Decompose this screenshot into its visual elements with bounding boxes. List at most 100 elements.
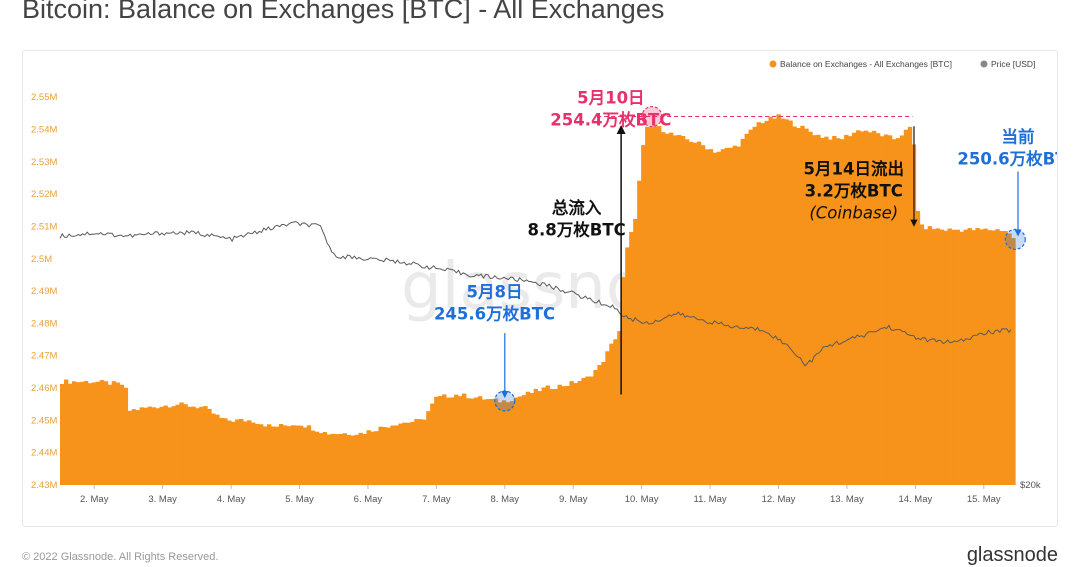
balance-bar	[513, 397, 519, 485]
balance-bar	[979, 229, 984, 485]
balance-bar	[700, 145, 706, 485]
balance-bar	[207, 408, 212, 485]
balance-bar	[899, 135, 905, 485]
balance-bar	[314, 431, 320, 485]
balance-bar	[338, 433, 343, 485]
balance-bar	[497, 402, 503, 485]
balance-bar	[553, 388, 558, 485]
balance-bar	[438, 395, 443, 485]
legend-label-balance: Balance on Exchanges - All Exchanges [BT…	[780, 59, 952, 69]
x-axis: 2. May 3. May 4. May 5. May 6. May 7. May 8. M…	[80, 485, 1001, 505]
y-tick-label: 2.55M	[31, 92, 57, 103]
balance-bar	[991, 230, 996, 485]
balance-bar	[342, 433, 347, 485]
glassnode-logo[interactable]: glassnode	[966, 544, 1058, 566]
balance-bar	[378, 426, 383, 485]
balance-bar	[672, 135, 678, 485]
balance-bar	[370, 431, 375, 485]
balance-bar	[704, 149, 710, 485]
annotation: 5月10日 254.4万枚BTC	[550, 89, 671, 130]
balance-bar	[728, 147, 734, 485]
chart-panel: glassnode Balance on Exchanges - All Exch…	[22, 50, 1058, 527]
balance-bar	[752, 126, 757, 485]
balance-bar	[684, 139, 690, 485]
balance-bar	[402, 422, 407, 485]
balance-bar	[593, 370, 598, 485]
balance-bar	[99, 380, 105, 485]
balance-bar	[458, 396, 463, 485]
balance-bar	[573, 383, 578, 485]
balance-bar	[191, 406, 196, 485]
balance-bar	[625, 247, 630, 485]
balance-bar	[159, 406, 164, 485]
balance-bar	[864, 130, 869, 485]
balance-bar	[621, 277, 626, 485]
annotation-text: (Coinbase)	[809, 204, 898, 223]
balance-bar	[60, 384, 65, 485]
balance-bar	[744, 133, 749, 486]
balance-bar	[776, 114, 781, 485]
balance-bar	[633, 218, 638, 485]
balance-bar	[366, 430, 371, 485]
balance-bar	[748, 129, 753, 485]
balance-bar	[668, 132, 674, 485]
balance-bar	[812, 135, 817, 485]
balance-bar	[844, 134, 849, 485]
balance-bar	[127, 410, 133, 485]
balance-bar	[434, 396, 439, 485]
balance-bar	[923, 229, 929, 485]
balance-bar	[306, 425, 312, 485]
balance-bar	[919, 224, 925, 485]
balance-bar	[804, 128, 809, 486]
balance-bar	[732, 145, 738, 485]
balance-bar	[800, 125, 805, 485]
y-tick-label: 2.45M	[31, 415, 57, 426]
balance-bar	[290, 425, 296, 485]
balance-bar	[167, 407, 172, 485]
balance-bar	[75, 382, 81, 485]
balance-bar	[760, 123, 765, 485]
balance-bar	[903, 129, 909, 486]
balance-bar	[219, 417, 224, 485]
balance-bar	[286, 426, 292, 485]
balance-bar	[999, 230, 1004, 485]
balance-bar	[255, 423, 260, 485]
balance-bar	[601, 362, 606, 485]
balance-bar	[883, 134, 889, 485]
balance-bar	[215, 414, 220, 485]
balance-bar	[1011, 238, 1016, 485]
annotation: 5月8日 245.6万枚BTC	[434, 283, 555, 324]
annotation-text: 当前	[1002, 126, 1035, 146]
annotation-text: 254.4万枚BTC	[550, 110, 671, 130]
balance-bar	[231, 421, 236, 485]
balance-bar	[278, 423, 284, 485]
annotation-text: 3.2万枚BTC	[805, 181, 903, 201]
balance-bar	[784, 119, 789, 485]
balance-bar	[462, 393, 467, 485]
balance-bar	[629, 231, 634, 485]
balance-bar	[107, 384, 113, 485]
balance-bar	[963, 229, 968, 485]
balance-bar	[951, 229, 956, 485]
balance-bar	[828, 139, 833, 485]
balance-bar	[262, 426, 268, 485]
balance-bar	[139, 407, 144, 485]
balance-bar	[175, 404, 180, 485]
balance-bar	[589, 376, 594, 485]
balance-bar	[585, 376, 590, 485]
balance-bar	[613, 339, 618, 485]
balance-bar	[796, 127, 801, 485]
balance-bar	[119, 384, 125, 485]
highlight-marker	[494, 390, 516, 412]
balance-bar	[477, 396, 483, 485]
balance-bar	[772, 118, 777, 485]
balance-bar	[493, 398, 499, 485]
balance-bar	[63, 379, 69, 485]
balance-series	[60, 114, 1016, 486]
balance-bar	[517, 396, 523, 485]
balance-bar	[67, 383, 73, 485]
x-tick-label: 4. May	[217, 494, 246, 505]
